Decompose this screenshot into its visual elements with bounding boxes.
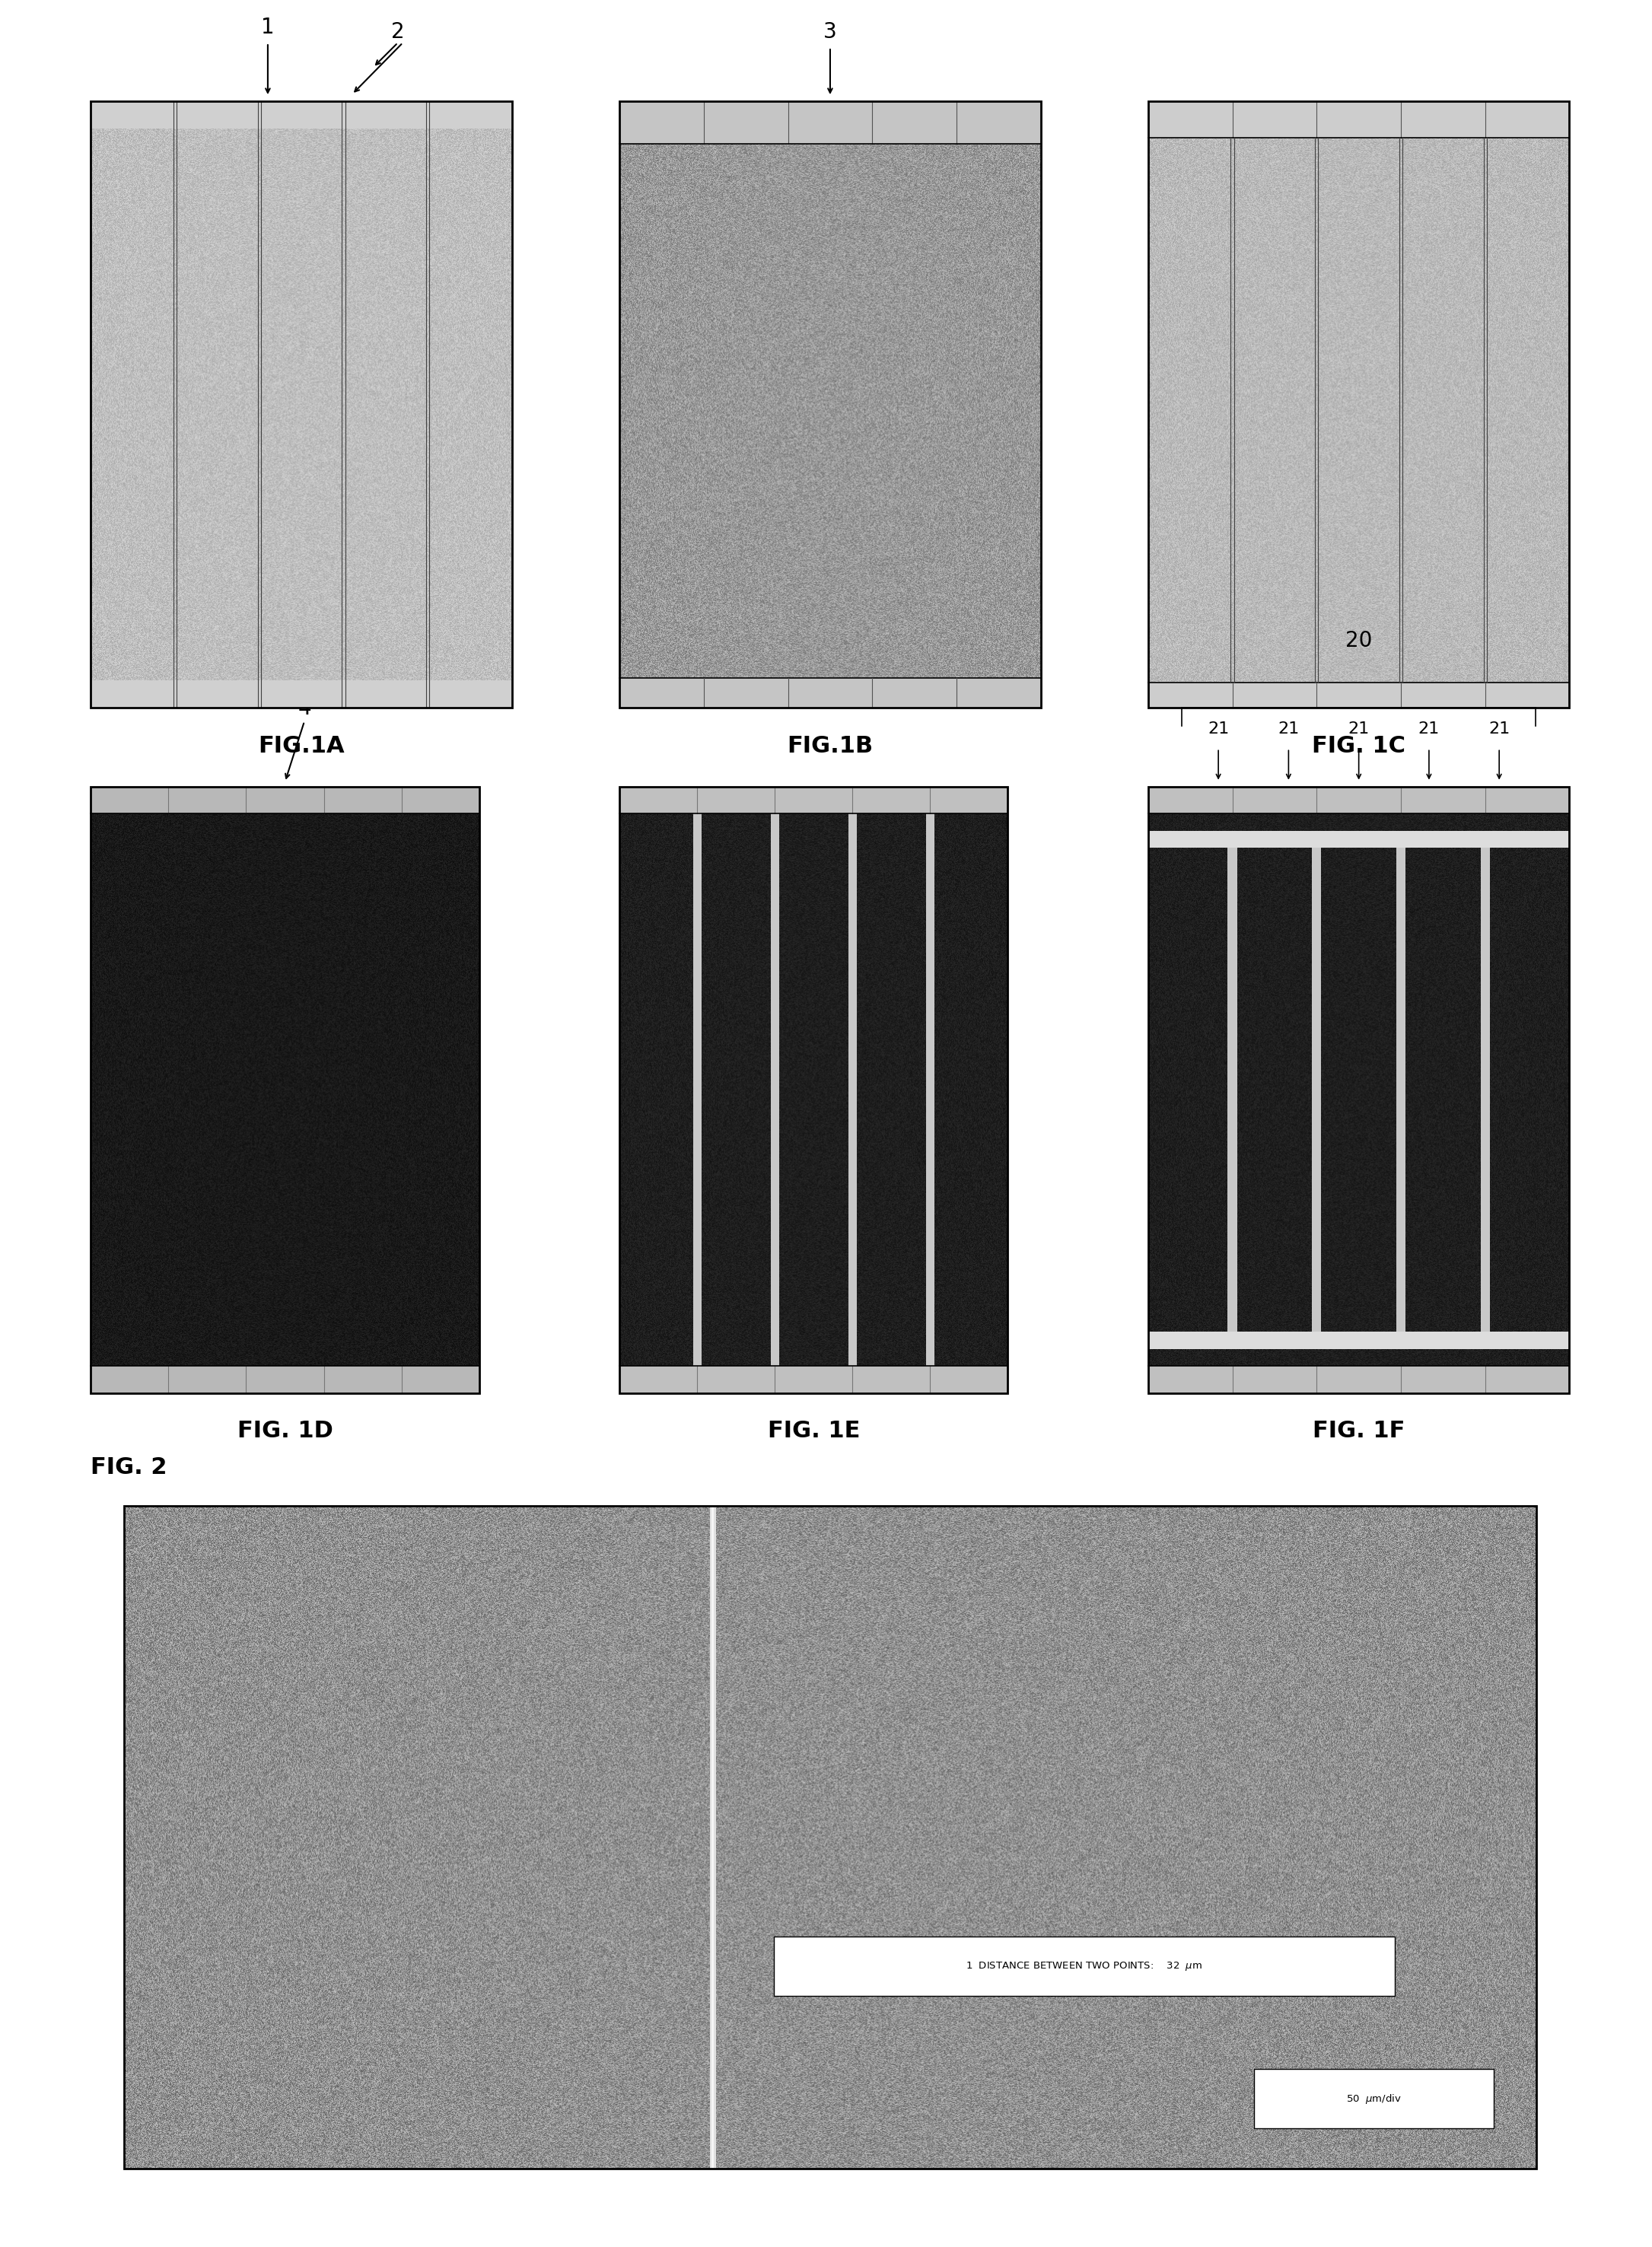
Text: FIG.1B: FIG.1B [786,735,874,757]
Text: 21: 21 [1208,721,1229,737]
Text: 21: 21 [1277,721,1300,737]
Text: 20: 20 [1345,631,1373,652]
Text: 3: 3 [823,22,838,43]
Text: FIG. 1E: FIG. 1E [768,1420,859,1443]
Text: 21: 21 [1488,721,1510,737]
Text: 21: 21 [1417,721,1441,737]
Text: FIG. 1D: FIG. 1D [238,1420,332,1443]
Text: 2: 2 [392,22,405,43]
Text: 50  $\it{\mu}$m/div: 50 $\it{\mu}$m/div [1346,2092,1401,2105]
Text: 1  DISTANCE BETWEEN TWO POINTS:    32  $\it{\mu}$m: 1 DISTANCE BETWEEN TWO POINTS: 32 $\it{\… [966,1959,1203,1973]
Text: FIG. 2: FIG. 2 [91,1456,167,1479]
Text: FIG.1A: FIG.1A [258,735,345,757]
Text: FIG. 1C: FIG. 1C [1312,735,1406,757]
Text: 1: 1 [261,18,274,38]
Text: 21: 21 [1348,721,1370,737]
Text: 4: 4 [297,699,311,719]
Text: FIG. 1F: FIG. 1F [1313,1420,1404,1443]
